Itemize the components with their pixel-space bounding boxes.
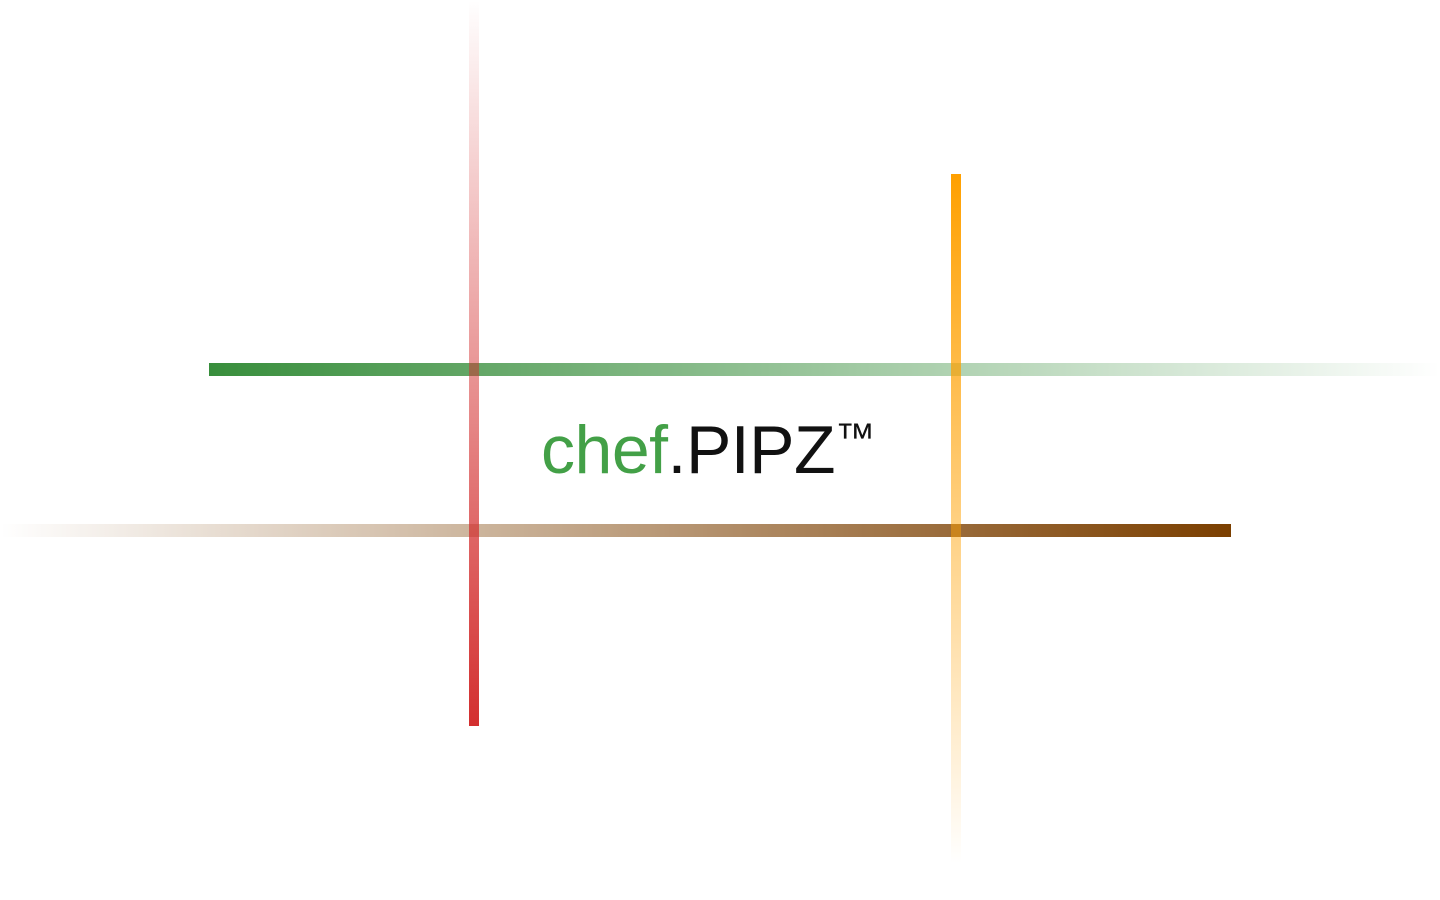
- green-gradient-line: [209, 363, 1440, 376]
- logo-chef-text: chef: [541, 412, 668, 488]
- brand-logo: chef.PIPZ™: [541, 408, 875, 492]
- brown-gradient-line: [0, 524, 1231, 537]
- orange-gradient-line: [951, 174, 961, 864]
- red-gradient-line: [469, 0, 479, 726]
- logo-dot-text: .: [667, 412, 687, 488]
- logo-name-text: PIPZ: [685, 412, 836, 488]
- trademark-symbol: ™: [835, 416, 875, 460]
